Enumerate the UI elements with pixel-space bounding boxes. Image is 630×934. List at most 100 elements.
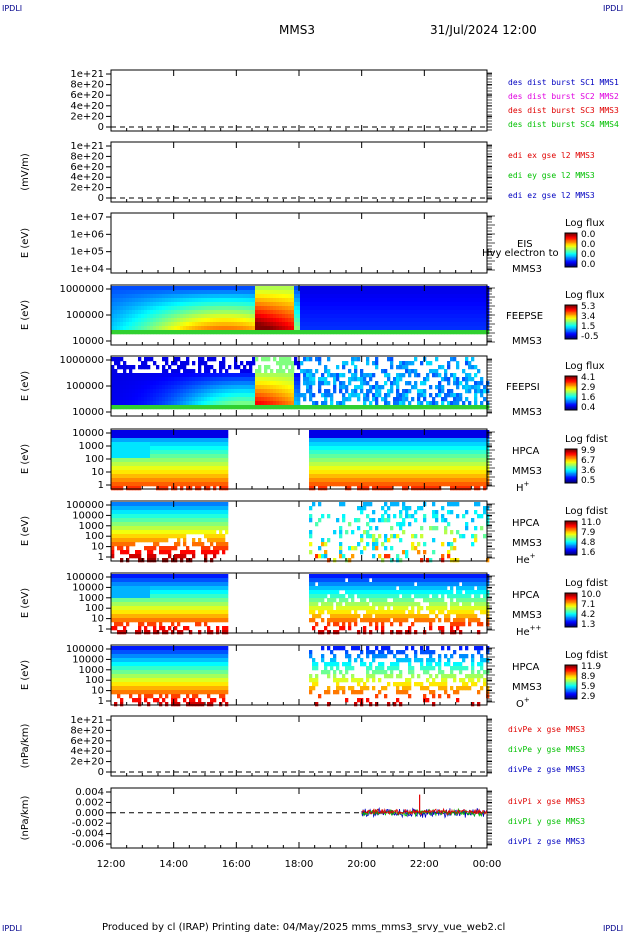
spectro-cell bbox=[159, 502, 163, 507]
spectro-cell bbox=[195, 454, 199, 459]
spectro-cell bbox=[159, 458, 163, 463]
spectro-cell bbox=[201, 306, 205, 311]
spectro-cell bbox=[261, 302, 265, 307]
spectro-cell bbox=[204, 514, 208, 519]
spectro-cell bbox=[432, 322, 436, 327]
spectro-cell bbox=[471, 357, 475, 362]
spectro-cell bbox=[177, 310, 181, 315]
spectro-cell bbox=[360, 389, 364, 394]
spectro-cell bbox=[111, 322, 115, 327]
spectro-cell bbox=[114, 438, 118, 443]
spectro-cell bbox=[432, 405, 436, 410]
spectro-cell bbox=[117, 546, 121, 551]
spectro-cell bbox=[219, 389, 223, 394]
spectro-cell bbox=[318, 294, 322, 299]
spectro-cell bbox=[147, 290, 151, 295]
spectro-cell bbox=[414, 470, 418, 475]
spectro-cell bbox=[429, 306, 433, 311]
spectro-cell bbox=[441, 389, 445, 394]
spectro-cell bbox=[189, 438, 193, 443]
spectro-cell bbox=[288, 310, 292, 315]
spectro-cell bbox=[162, 381, 166, 386]
spectro-cell bbox=[147, 534, 151, 539]
spectro-cell bbox=[114, 314, 118, 319]
spectro-cell bbox=[279, 318, 283, 323]
spectro-cell bbox=[198, 405, 202, 410]
spectro-cell bbox=[183, 446, 187, 451]
spectro-cell bbox=[339, 482, 343, 487]
spectro-cell bbox=[132, 474, 136, 479]
spectro-cell bbox=[399, 322, 403, 327]
spectro-cell bbox=[279, 298, 283, 303]
spectro-cell bbox=[141, 458, 145, 463]
spectro-cell bbox=[468, 373, 472, 378]
spectro-cell bbox=[402, 486, 406, 491]
spectro-cell bbox=[249, 405, 253, 410]
spectro-cell bbox=[336, 401, 340, 406]
spectro-cell bbox=[204, 294, 208, 299]
spectro-cell bbox=[387, 322, 391, 327]
spectro-cell bbox=[390, 310, 394, 315]
spectro-cell bbox=[345, 286, 349, 291]
spectro-cell bbox=[165, 326, 169, 331]
spectro-cell bbox=[348, 397, 352, 402]
spectro-cell bbox=[411, 290, 415, 295]
spectro-cell bbox=[405, 442, 409, 447]
spectro-cell bbox=[162, 326, 166, 331]
spectro-cell bbox=[423, 306, 427, 311]
spectro-cell bbox=[162, 510, 166, 515]
spectro-cell bbox=[324, 454, 328, 459]
spectro-cell bbox=[114, 526, 118, 531]
spectro-cell bbox=[249, 310, 253, 315]
spectro-cell bbox=[336, 482, 340, 487]
spectro-cell bbox=[399, 326, 403, 331]
spectro-cell bbox=[219, 401, 223, 406]
plot-date-time: 31/Jul/2024 12:00 bbox=[430, 23, 537, 37]
panel-2-ytick-label: 6e+20 bbox=[70, 162, 104, 173]
spectro-cell bbox=[426, 466, 430, 471]
spectro-cell bbox=[171, 393, 175, 398]
spectro-cell bbox=[126, 542, 130, 547]
spectro-cell bbox=[270, 389, 274, 394]
spectro-cell bbox=[126, 502, 130, 507]
spectro-cell bbox=[342, 442, 346, 447]
spectro-cell bbox=[387, 466, 391, 471]
spectro-cell bbox=[204, 446, 208, 451]
spectro-cell bbox=[354, 482, 358, 487]
spectro-cell bbox=[138, 326, 142, 331]
spectro-cell bbox=[456, 302, 460, 307]
spectro-cell bbox=[318, 454, 322, 459]
panel-3-colorbar-cell bbox=[565, 250, 577, 252]
spectro-cell bbox=[141, 401, 145, 406]
spectro-cell bbox=[387, 458, 391, 463]
spectro-cell bbox=[360, 385, 364, 390]
spectro-cell bbox=[453, 310, 457, 315]
spectro-cell bbox=[384, 466, 388, 471]
spectro-cell bbox=[465, 330, 469, 335]
spectro-cell bbox=[408, 450, 412, 455]
spectro-cell bbox=[387, 482, 391, 487]
spectro-cell bbox=[333, 478, 337, 483]
spectro-cell bbox=[423, 434, 427, 439]
spectro-cell bbox=[141, 298, 145, 303]
spectro-cell bbox=[315, 330, 319, 335]
spectro-cell bbox=[309, 314, 313, 319]
spectro-cell bbox=[435, 314, 439, 319]
spectro-cell bbox=[135, 310, 139, 315]
panel-3-colorbar-cell bbox=[565, 262, 577, 265]
spectro-cell bbox=[126, 506, 130, 511]
spectro-cell bbox=[231, 330, 235, 335]
spectro-cell bbox=[423, 438, 427, 443]
spectro-cell bbox=[441, 302, 445, 307]
spectro-cell bbox=[111, 474, 115, 479]
spectro-cell bbox=[339, 310, 343, 315]
spectro-cell bbox=[120, 290, 124, 295]
spectro-cell bbox=[438, 442, 442, 447]
spectro-cell bbox=[264, 397, 268, 402]
spectro-cell bbox=[363, 381, 367, 386]
spectro-cell bbox=[411, 298, 415, 303]
spectro-cell bbox=[447, 302, 451, 307]
spectro-cell bbox=[357, 462, 361, 467]
spectro-cell bbox=[348, 405, 352, 410]
spectro-cell bbox=[171, 470, 175, 475]
